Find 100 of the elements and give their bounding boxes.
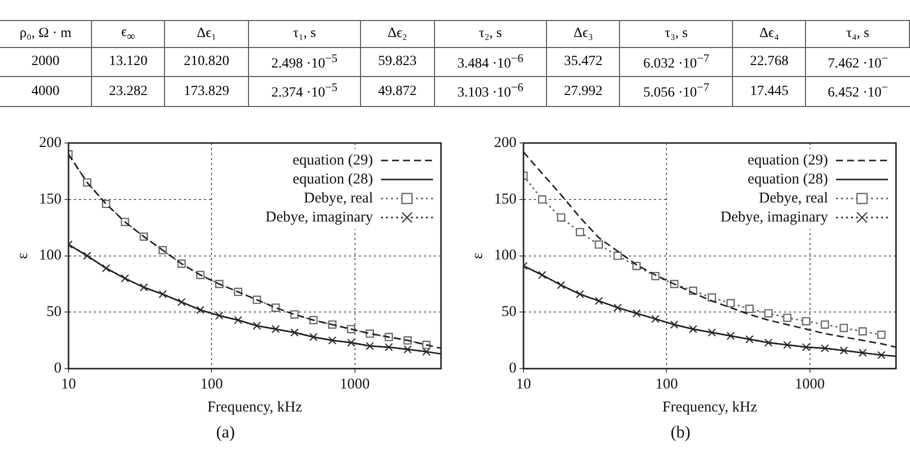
category-label: Δϵ₂ [360,20,434,48]
point [840,346,848,355]
point [632,309,641,318]
category-label: ρ₀, Ω · m [0,20,92,48]
point [272,325,280,334]
point [594,240,603,249]
point [651,314,660,324]
point [538,270,546,280]
text: 23.282 [92,76,165,107]
point [309,332,318,342]
point [820,320,830,329]
legend-label: equation (29) [292,152,374,169]
point [840,324,848,332]
text: 22.768 [732,47,806,77]
text: 17.445 [732,76,806,107]
y-tick-label: 100 [39,248,62,264]
category-label: ϵ$_{∞}$ [92,20,165,48]
point [234,316,242,324]
point [877,351,886,360]
text: 3.103 ·10$^{−6}$ [434,76,547,107]
text: 4000 [0,76,92,107]
point [858,348,867,358]
y-tick-label: 150 [39,191,62,208]
category-label: τ₁, s [248,20,361,48]
point [384,343,393,352]
text: (b) [670,422,690,442]
point [802,343,810,352]
legend-label: equation (28) [748,172,828,188]
point [328,336,336,345]
point [820,344,830,353]
point [783,340,792,350]
point [783,314,792,322]
point [802,317,810,326]
y-tick-label: 100 [494,248,516,264]
point [858,327,867,336]
text: 35.472 [546,47,620,77]
point [576,290,584,298]
y-axis-title: ε [470,252,486,260]
category-label: Δϵ₄ [732,20,806,48]
text: 7.462 ·10$^{−}$ [806,47,910,77]
text: 2000 [0,47,92,77]
legend-label: Debye, real [304,190,373,207]
point [726,299,735,308]
point [726,332,735,340]
point [83,252,92,260]
text: 6.032 ·10$^{−7}$ [620,47,733,77]
text: 210.820 [164,47,248,77]
point [556,281,566,290]
point [346,338,356,347]
point [614,252,622,260]
point [196,306,205,314]
legend-label: Debye, real [758,190,828,207]
point [764,309,773,318]
text: 6.452 ·10$^{−}$ [806,76,910,107]
category-label: Δϵ₃ [546,20,620,48]
x-tick-label: 1000 [340,376,370,393]
point [556,213,566,222]
point [252,322,262,330]
text: 3.484 ·10$^{−6}$ [434,47,547,77]
point [576,228,584,236]
y-tick-label: 0 [54,360,62,377]
point [120,274,130,283]
point [614,304,622,312]
text: (a) [216,422,235,442]
x-tick-label: 10 [516,376,531,393]
point [708,328,716,337]
point [688,325,698,334]
point [290,328,299,337]
point [594,296,603,306]
point [140,283,148,292]
legend-label: equation (29) [748,152,828,169]
text: 27.992 [546,76,620,107]
y-tick-label: 50 [46,304,62,320]
category-label: τ₃, s [620,20,733,48]
x-tick-label: 100 [200,376,223,393]
category-label: τ₄, s [806,20,910,48]
y-tick-label: 0 [509,360,516,377]
x-tick-label: 1000 [794,376,825,393]
x-axis-title: Frequency, kHz [662,400,758,416]
category-label: τ₂, s [434,20,547,48]
text: 59.823 [360,47,434,77]
point [158,290,167,298]
category-label: Δϵ₁ [164,20,248,48]
point [745,304,754,314]
x-tick-label: 100 [655,376,678,393]
text: 13.120 [92,47,165,77]
legend-label: Debye, imaginary [266,210,374,226]
point [670,320,678,329]
y-axis-title: ε [14,252,31,260]
point [877,330,886,340]
text: 5.056 ·10$^{−7}$ [620,76,733,107]
x-axis-title: Frequency, kHz [207,400,303,416]
text: 173.829 [164,76,248,107]
point [404,345,412,354]
point [366,330,374,338]
point [538,195,546,204]
y-tick-label: 150 [494,191,516,208]
legend-label: Debye, imaginary [720,210,828,226]
point [745,335,754,344]
legend-label: equation (28) [292,172,374,188]
